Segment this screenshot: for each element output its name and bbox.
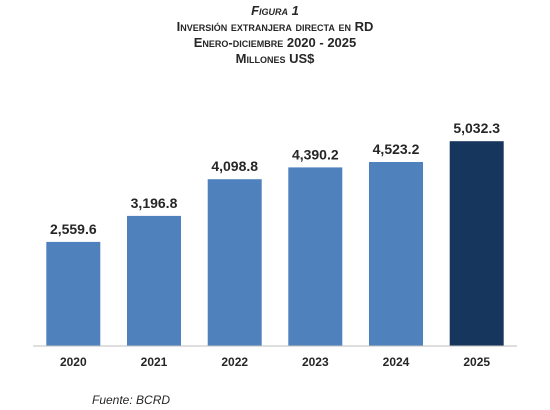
bar-2020 xyxy=(46,241,101,346)
x-tick-label-2024: 2024 xyxy=(383,355,410,369)
x-tick-label-2021: 2021 xyxy=(141,355,168,369)
bar-2021 xyxy=(127,215,181,346)
data-label-2020: 2,559.6 xyxy=(50,221,97,237)
bar-2023 xyxy=(288,167,343,346)
bar-2025 xyxy=(449,141,504,346)
x-tick-label-2020: 2020 xyxy=(60,355,87,369)
bar-2022 xyxy=(207,179,262,346)
data-label-2024: 4,523.2 xyxy=(373,141,420,157)
data-label-2025: 5,032.3 xyxy=(453,120,500,136)
data-label-2022: 4,098.8 xyxy=(211,158,258,174)
figure-label: Figura 1 xyxy=(251,3,299,18)
bar-2024 xyxy=(369,162,423,346)
x-tick-label-2022: 2022 xyxy=(221,355,248,369)
data-label-2023: 4,390.2 xyxy=(292,146,339,162)
chart-subtitle: Enero-diciembre 2020 - 2025 xyxy=(193,35,357,50)
chart-title: Inversión extranjera directa en RD xyxy=(176,19,374,34)
source-note: Fuente: BCRD xyxy=(92,393,171,407)
x-tick-label-2025: 2025 xyxy=(463,355,490,369)
chart-title-block: Figura 1 Inversión extranjera directa en… xyxy=(0,0,550,67)
x-tick-label-2023: 2023 xyxy=(302,355,329,369)
data-label-2021: 3,196.8 xyxy=(131,195,178,211)
chart-units: Millones US$ xyxy=(235,51,315,66)
